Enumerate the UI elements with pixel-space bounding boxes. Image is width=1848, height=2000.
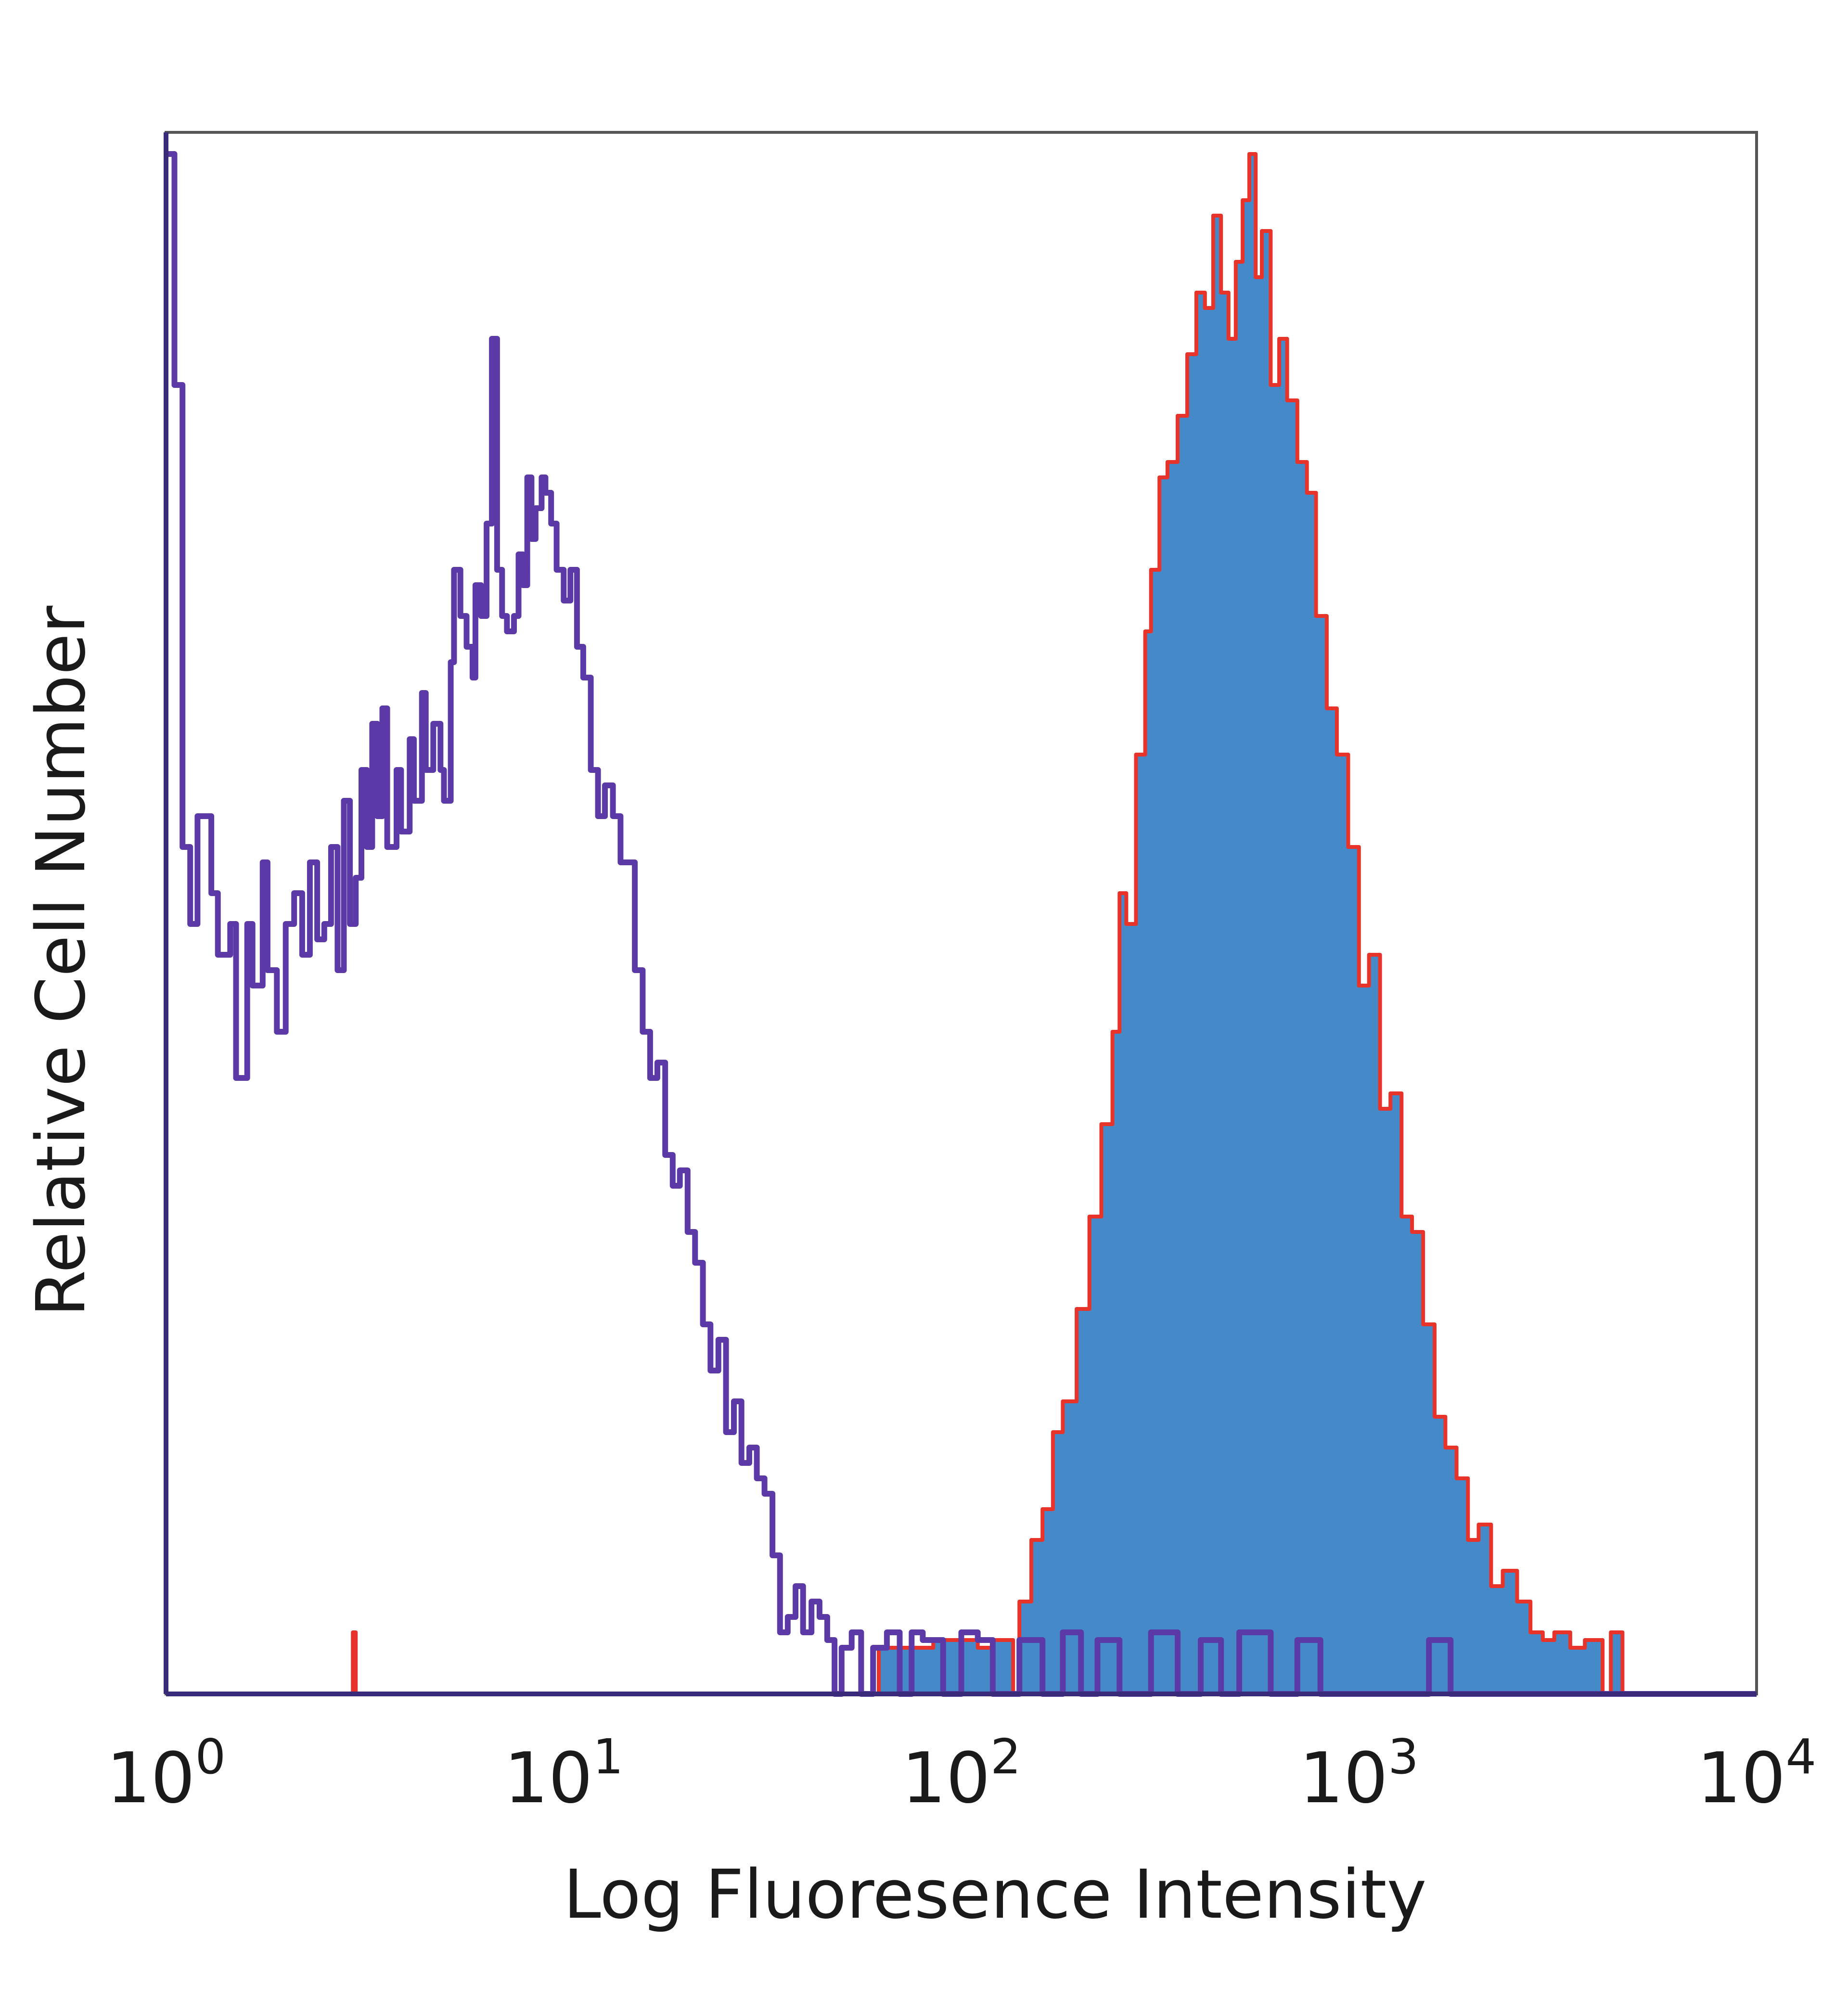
x-tick-base: 10 — [1299, 1738, 1388, 1819]
plot-area — [164, 131, 1758, 1697]
stained-histogram-outline — [166, 152, 1757, 1696]
x-tick-exponent: 4 — [1785, 1729, 1816, 1785]
isotype-histogram-line — [166, 151, 1757, 1697]
stained-histogram-fill — [166, 154, 1757, 1694]
plot-frame — [165, 131, 1758, 1695]
y-axis-title: Relative Cell Number — [22, 605, 101, 1317]
isotype-series — [166, 151, 1757, 1697]
x-tick-base: 10 — [106, 1738, 195, 1819]
x-tick-exponent: 1 — [593, 1729, 624, 1785]
x-axis-title: Log Fluoresence Intensity — [564, 1856, 1427, 1934]
stained-series — [166, 152, 1757, 1696]
x-tick-exponent: 0 — [195, 1729, 226, 1785]
x-tick-exponent: 2 — [990, 1729, 1021, 1785]
x-tick-label: 100 — [106, 1729, 226, 1819]
x-tick-base: 10 — [504, 1738, 593, 1819]
x-tick-exponent: 3 — [1388, 1729, 1419, 1785]
x-tick-labels: 100 101 102 103 104 — [106, 1729, 1816, 1819]
x-tick-base: 10 — [1697, 1738, 1786, 1819]
x-tick-label: 103 — [1299, 1729, 1419, 1819]
x-tick-base: 10 — [901, 1738, 990, 1819]
x-tick-label: 102 — [901, 1729, 1021, 1819]
x-tick-label: 104 — [1697, 1729, 1816, 1819]
x-tick-label: 101 — [504, 1729, 623, 1819]
